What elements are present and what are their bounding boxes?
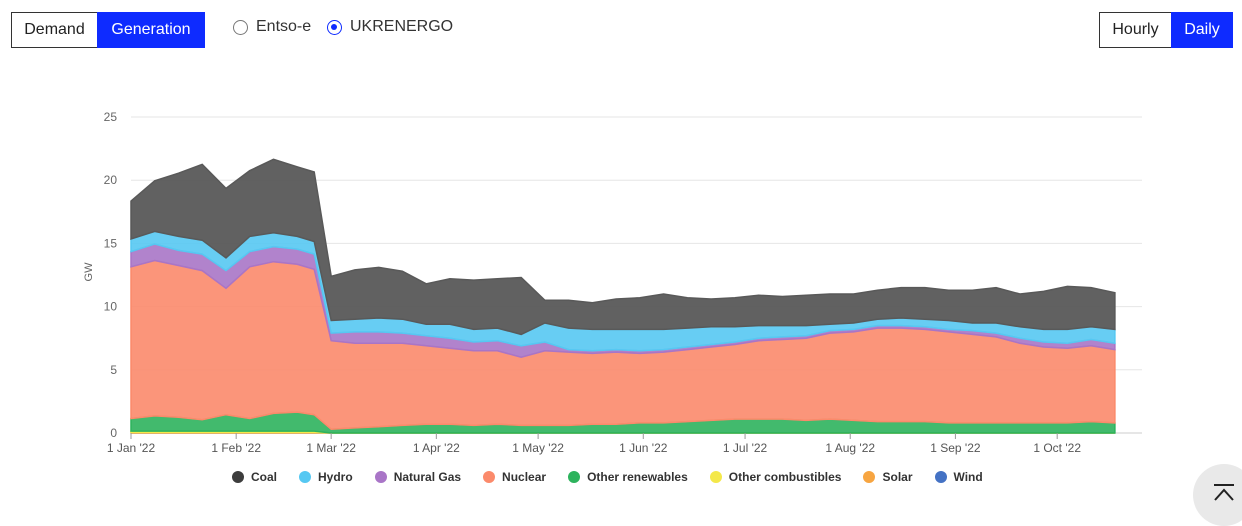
legend-label: Wind (953, 470, 983, 484)
y-tick-label: 10 (104, 300, 118, 314)
series-area-solar (130, 431, 1115, 434)
legend-item-natural-gas[interactable]: Natural Gas (374, 470, 462, 484)
series-area-coal (130, 158, 1116, 336)
x-tick-label: 1 May '22 (512, 441, 564, 455)
scroll-top-button[interactable] (1193, 464, 1242, 526)
legend-dot-icon (299, 471, 312, 483)
source-ukrenergo-option[interactable]: UKRENERGO (327, 18, 453, 36)
y-axis-label: GW (83, 262, 95, 282)
radio-icon[interactable] (233, 19, 248, 35)
series-area-nuclear (130, 259, 1116, 430)
x-tick-label: 1 Apr '22 (413, 441, 460, 455)
hourly-button[interactable]: Hourly (1099, 12, 1172, 48)
y-axis: 0 5 10 15 20 25 (104, 110, 118, 440)
legend-label: Other renewables (587, 470, 688, 484)
legend-dot-icon (709, 471, 722, 483)
daily-button[interactable]: Daily (1171, 12, 1233, 48)
x-tick-label: 1 Jan '22 (107, 441, 156, 455)
source-ukrenergo-label: UKRENERGO (350, 18, 454, 35)
legend-dot-icon (863, 471, 876, 483)
y-tick-label: 20 (104, 173, 118, 187)
legend-dot-icon (374, 471, 387, 483)
series-area-other-combustibles (130, 430, 1115, 434)
legend-label: Natural Gas (393, 470, 462, 484)
x-tick-label: 1 Jun '22 (619, 441, 668, 455)
x-tick-label: 1 Oct '22 (1033, 441, 1081, 455)
legend-label: Nuclear (502, 470, 547, 484)
legend-dot-icon (483, 471, 496, 483)
source-entsoe-label: Entso-e (256, 18, 312, 35)
legend-item-other-combustibles[interactable]: Other combustibles (709, 470, 842, 484)
x-tick-label: 1 Jul '22 (723, 441, 768, 455)
legend-item-hydro[interactable]: Hydro (299, 470, 353, 484)
demand-button[interactable]: Demand (11, 12, 98, 48)
y-tick-label: 5 (110, 363, 117, 377)
radio-selected-icon[interactable] (327, 19, 342, 35)
x-tick-label: 1 Mar '22 (306, 441, 356, 455)
x-tick-label: 1 Sep '22 (930, 441, 981, 455)
legend-item-wind[interactable]: Wind (934, 470, 983, 484)
generation-button[interactable]: Generation (97, 12, 205, 48)
x-tick-label: 1 Feb '22 (211, 441, 261, 455)
y-tick-label: 25 (104, 110, 118, 124)
x-axis: 1 Jan '22 1 Feb '22 1 Mar '22 1 Apr '22 1 Ma… (107, 433, 1081, 455)
legend-item-solar[interactable]: Solar (863, 470, 913, 484)
legend-dot-icon (934, 471, 947, 483)
legend-label: Solar (882, 470, 913, 484)
chevron-up-icon (1214, 484, 1234, 501)
legend-item-other-renewables[interactable]: Other renewables (568, 470, 688, 484)
legend-label: Coal (251, 470, 278, 484)
series-area-hydro (130, 230, 1116, 352)
legend-label: Hydro (318, 470, 353, 484)
legend-item-nuclear[interactable]: Nuclear (483, 470, 546, 484)
stacked-areas (130, 158, 1116, 434)
y-tick-label: 15 (104, 236, 118, 250)
series-area-natural-gas (130, 243, 1116, 358)
legend-label: Other combustibles (728, 470, 842, 484)
legend-dot-icon (568, 471, 581, 483)
source-entsoe-option[interactable]: Entso-e (233, 18, 311, 36)
chart-legend: Coal Hydro Natural Gas Nuclear Other renewab… (232, 470, 983, 484)
grid-lines (131, 116, 1142, 434)
x-tick-label: 1 Aug '22 (825, 441, 875, 455)
y-tick-label: 0 (110, 426, 117, 440)
legend-dot-icon (232, 471, 244, 483)
legend-item-coal[interactable]: Coal (232, 470, 277, 484)
series-area-other-renewables (130, 411, 1116, 434)
